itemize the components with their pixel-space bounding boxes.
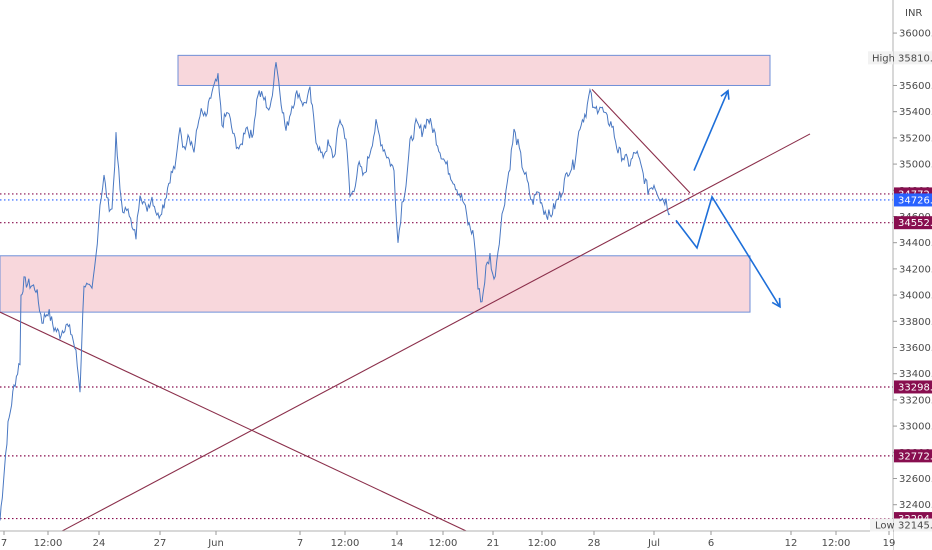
x-tick-label-3: 27 bbox=[154, 538, 167, 549]
y-tick-label-8: 33800.00 bbox=[899, 317, 932, 328]
y-tick-label-7: 33600.00 bbox=[899, 343, 932, 354]
x-tick-label-16: 19 bbox=[883, 538, 896, 549]
trendline-2[interactable] bbox=[591, 89, 691, 194]
x-tick-label-2: 24 bbox=[93, 538, 106, 549]
projection-path-1[interactable] bbox=[675, 194, 781, 308]
x-tick-label-1: 12:00 bbox=[34, 538, 63, 549]
time-axis[interactable]: 7 12:00 24 27 Jun 7 12:00 14 12:00 21 12:00 28 Jul 6 1… bbox=[0, 531, 895, 550]
x-tick-label-6: 12:00 bbox=[331, 538, 360, 549]
trendlines-layer bbox=[0, 89, 811, 538]
trendline-0[interactable] bbox=[0, 311, 481, 538]
high-value-bg bbox=[894, 51, 932, 65]
zones-layer bbox=[0, 54, 771, 313]
price-tag-1: 34726.25 bbox=[898, 195, 932, 206]
projection-arrowhead-1 bbox=[771, 297, 781, 309]
zone-1[interactable] bbox=[0, 255, 751, 313]
y-tick-label-19: 36000.00 bbox=[899, 29, 932, 40]
projection-arrowhead-0 bbox=[720, 89, 730, 100]
x-tick-label-13: 6 bbox=[708, 538, 714, 549]
x-tick-label-4: Jun bbox=[207, 538, 224, 549]
y-tick-label-11: 34400.00 bbox=[899, 238, 932, 249]
low-value: 32145.30 bbox=[898, 521, 932, 532]
projection-path-0[interactable] bbox=[693, 90, 729, 171]
y-tick-label-15: 35200.00 bbox=[899, 133, 932, 144]
low-label-bg bbox=[870, 518, 893, 532]
y-tick-label-6: 33400.00 bbox=[899, 369, 932, 380]
price-tag-bg-1 bbox=[894, 193, 932, 207]
price-series-0[interactable] bbox=[0, 62, 671, 521]
x-tick-label-8: 12:00 bbox=[429, 538, 458, 549]
y-tick-label-14: 35000.00 bbox=[899, 160, 932, 171]
price-tag-bg-3 bbox=[894, 380, 932, 394]
price-tag-bg-4 bbox=[894, 449, 932, 463]
high-label-bg bbox=[868, 51, 893, 65]
x-tick-label-10: 12:00 bbox=[528, 538, 557, 549]
price-tag-2: 34552.55 bbox=[898, 218, 932, 229]
x-tick-label-12: Jul bbox=[647, 538, 660, 549]
y-tick-label-16: 35400.00 bbox=[899, 107, 932, 118]
zone-0[interactable] bbox=[177, 54, 771, 86]
high-label: High bbox=[872, 53, 895, 64]
low-value-bg bbox=[894, 518, 932, 532]
y-tick-label-2: 32600.00 bbox=[899, 474, 932, 485]
y-tick-label-4: 33000.00 bbox=[899, 422, 932, 433]
price-tag-3: 33298.70 bbox=[898, 382, 932, 393]
price-tag-4: 32772.90 bbox=[898, 451, 932, 462]
price-level-lines bbox=[0, 193, 893, 520]
projection-arrows-layer bbox=[675, 89, 781, 309]
x-tick-label-9: 21 bbox=[487, 538, 500, 549]
trendline-1[interactable] bbox=[49, 133, 811, 538]
x-tick-label-11: 28 bbox=[588, 538, 601, 549]
x-tick-label-0: 7 bbox=[1, 538, 7, 549]
price-tag-bg-2 bbox=[894, 216, 932, 230]
x-tick-label-15: 12:00 bbox=[822, 538, 851, 549]
low-label: Low bbox=[875, 521, 895, 532]
currency-label: INR bbox=[905, 8, 922, 19]
x-tick-label-5: 7 bbox=[297, 538, 303, 549]
y-tick-label-1: 32400.00 bbox=[899, 500, 932, 511]
x-tick-label-7: 14 bbox=[391, 538, 404, 549]
y-tick-label-17: 35600.00 bbox=[899, 81, 932, 92]
high-value: 35810.90 bbox=[898, 53, 932, 64]
x-tick-label-14: 12 bbox=[785, 538, 798, 549]
y-tick-label-10: 34200.00 bbox=[899, 264, 932, 275]
time-axis-bg bbox=[0, 531, 893, 550]
y-tick-label-5: 33200.00 bbox=[899, 395, 932, 406]
price-series-layer bbox=[0, 62, 671, 521]
y-tick-label-9: 34000.00 bbox=[899, 291, 932, 302]
